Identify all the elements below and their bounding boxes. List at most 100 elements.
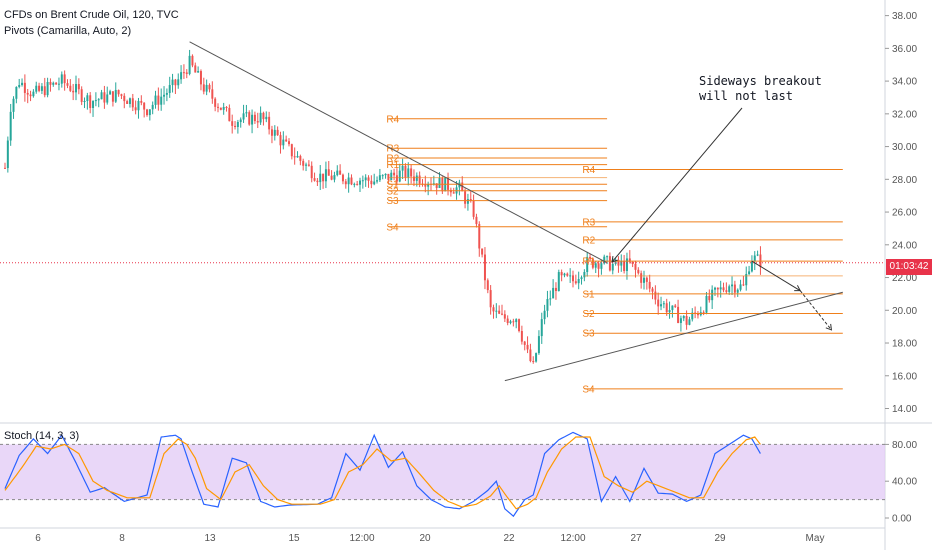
candle-body [106, 94, 109, 103]
pivot-label: S2 [386, 186, 399, 197]
candle-body [540, 319, 543, 337]
candle-body [370, 180, 373, 185]
candle-body [350, 177, 353, 185]
candle-body [466, 199, 469, 204]
stoch-indicator-label[interactable]: Stoch (14, 3, 3) [4, 430, 80, 442]
candle-body [526, 344, 529, 350]
candle-body [543, 310, 546, 320]
candle-body [310, 165, 313, 179]
candle-body [756, 254, 759, 256]
candle-body [376, 180, 379, 182]
candle-body [148, 109, 151, 116]
candle-body [333, 175, 336, 180]
candle-body [537, 336, 540, 354]
annotation-text[interactable]: Sideways breakout will not last [699, 74, 822, 104]
stoch-tick-label: 0.00 [892, 514, 912, 525]
candle-body [69, 85, 72, 91]
candle-body [228, 107, 231, 122]
candle-body [560, 272, 563, 276]
candle-body [657, 299, 660, 307]
candle-body [498, 310, 501, 314]
candle-body [563, 273, 566, 276]
candle-body [40, 86, 43, 91]
candle-body [387, 173, 390, 181]
candle-body [234, 125, 237, 128]
candle-body [714, 287, 716, 290]
price-tick-label: 38.00 [892, 11, 917, 22]
candle-body [589, 256, 592, 259]
candle-body [290, 144, 293, 157]
candle-body [9, 111, 12, 141]
candle-body [208, 84, 211, 90]
candle-body [492, 307, 495, 312]
projection-arrowhead [825, 323, 833, 331]
candle-body [461, 182, 464, 192]
candle-body [674, 305, 677, 307]
candle-body [711, 289, 714, 301]
candle-body [322, 173, 325, 182]
candle-body [38, 85, 41, 91]
candle-body [57, 83, 60, 85]
candle-body [654, 291, 657, 300]
candle-body [435, 183, 438, 188]
symbol-title[interactable]: CFDs on Brent Crude Oil, 120, TVC [4, 9, 179, 21]
candle-body [520, 331, 523, 342]
pivot-label: R1 [386, 160, 399, 171]
candle-body [733, 284, 736, 293]
stoch-tick-label: 80.00 [892, 440, 917, 451]
pivots-indicator-label[interactable]: Pivots (Camarilla, Auto, 2) [4, 25, 132, 37]
candle-body [660, 304, 663, 307]
candle-body [415, 175, 418, 181]
candle-body [197, 71, 200, 73]
candle-body [188, 55, 191, 74]
pivot-label: R2 [386, 154, 399, 165]
candle-body [603, 256, 606, 264]
candle-body [708, 295, 711, 301]
annotation-line-2: will not last [699, 89, 793, 103]
time-tick-label: 12:00 [349, 533, 374, 544]
candle-body [21, 82, 24, 86]
stoch-tick-label: 40.00 [892, 477, 917, 488]
price-tick-label: 28.00 [892, 175, 917, 186]
candle-body [97, 99, 100, 101]
candle-body [736, 289, 739, 293]
candle-body [677, 306, 680, 323]
price-tick-label: 24.00 [892, 240, 917, 251]
candle-body [282, 139, 285, 146]
candle-body [123, 95, 126, 102]
candle-body [168, 85, 171, 93]
candle-body [239, 119, 242, 123]
candle-body [92, 100, 95, 109]
candle-body [597, 263, 600, 269]
candle-body [253, 114, 256, 122]
candle-body [552, 287, 555, 299]
candle-body [307, 164, 310, 166]
candle-body [236, 122, 239, 128]
candle-body [753, 255, 756, 262]
candle-body [219, 107, 222, 110]
candle-body [481, 248, 484, 255]
price-tick-label: 26.00 [892, 208, 917, 219]
candle-body [716, 287, 719, 290]
candle-body [486, 280, 489, 291]
candle-body [472, 200, 475, 217]
candle-body [248, 112, 251, 125]
price-tick-label: 18.00 [892, 339, 917, 350]
candle-body [55, 82, 58, 85]
candle-body [276, 129, 279, 136]
candle-body [574, 281, 577, 284]
time-tick-label: 13 [204, 533, 216, 544]
candle-body [469, 199, 472, 201]
candle-body [160, 96, 163, 105]
candle-body [293, 156, 296, 158]
candle-body [591, 258, 594, 268]
candle-body [489, 290, 492, 308]
candle-body [665, 303, 668, 313]
candle-body [46, 81, 49, 96]
candle-body [549, 298, 552, 300]
candle-body [546, 299, 549, 311]
candle-body [75, 84, 77, 93]
candle-body [367, 177, 370, 181]
pivot-label: R2 [582, 235, 595, 246]
